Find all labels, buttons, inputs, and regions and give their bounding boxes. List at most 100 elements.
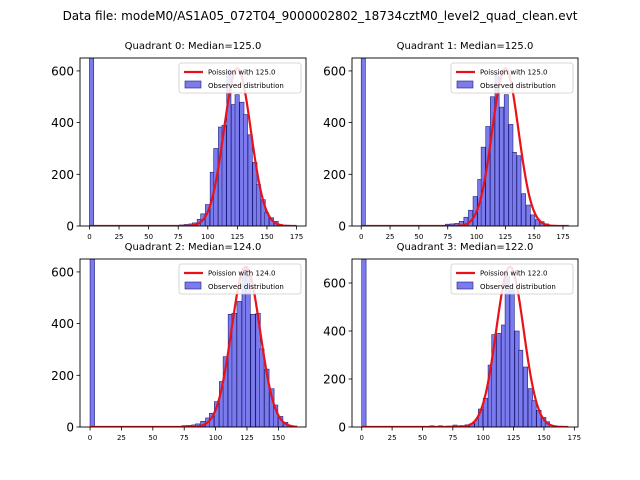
x-tick-label: 100	[477, 434, 490, 442]
y-tick-label: 200	[323, 168, 346, 182]
panel-title: Quadrant 3: Median=122.0	[397, 242, 534, 253]
histogram-bar	[89, 259, 95, 427]
legend-box	[178, 62, 302, 94]
legend-bar-label: Observed distribution	[208, 82, 284, 90]
x-tick-label: 0	[359, 233, 363, 241]
legend-bar-swatch	[184, 80, 202, 89]
x-tick-label: 150	[527, 233, 540, 241]
plot-area	[89, 58, 297, 226]
legend-box	[450, 263, 574, 295]
chart-panel-3: Quadrant 3: Median=122.0 0 25 50 75 100 125 150…	[323, 242, 581, 442]
legend-curve-label: Poission with 125.0	[480, 69, 548, 77]
x-tick-label: 25	[388, 434, 397, 442]
y-tick-label: 600	[323, 277, 346, 291]
x-tick-label: 150	[272, 434, 285, 442]
y-tick-label: 0	[338, 421, 346, 435]
panel-title: Quadrant 1: Median=125.0	[397, 41, 534, 52]
y-tick-label: 400	[51, 317, 74, 331]
y-tick-label: 0	[338, 220, 346, 234]
x-tick-label: 25	[117, 434, 126, 442]
x-tick-label: 50	[144, 233, 153, 241]
x-tick-label: 125	[231, 233, 244, 241]
x-tick-label: 50	[414, 233, 423, 241]
histogram-bar	[234, 94, 240, 226]
histogram-bar	[259, 348, 265, 427]
x-tick-label: 175	[290, 233, 303, 241]
plot-area	[360, 58, 569, 226]
panel-title: Quadrant 0: Median=125.0	[125, 41, 262, 52]
x-tick-label: 100	[201, 233, 214, 241]
legend-bar-label: Observed distribution	[480, 82, 556, 90]
histogram-bar	[250, 314, 256, 427]
legend-box	[178, 263, 302, 295]
histogram-bar	[511, 152, 517, 226]
histogram-bar	[245, 276, 251, 427]
histogram-bar	[530, 214, 536, 226]
x-tick-label: 0	[88, 434, 92, 442]
legend-curve-label: Poission with 125.0	[208, 69, 276, 77]
y-tick-label: 600	[323, 64, 346, 78]
y-tick-label: 400	[323, 325, 346, 339]
x-tick-label: 25	[115, 233, 124, 241]
legend-bar-swatch	[456, 281, 474, 290]
legend-bar-label: Observed distribution	[208, 283, 284, 291]
x-tick-label: 50	[148, 434, 157, 442]
histogram-bar	[361, 259, 367, 427]
axes-frame	[79, 258, 307, 428]
y-tick-label: 0	[66, 421, 74, 435]
histogram-bar	[360, 58, 366, 226]
legend-bar-swatch	[456, 80, 474, 89]
x-tick-label: 75	[443, 233, 452, 241]
histogram-bar	[503, 94, 509, 226]
histogram-bar	[89, 58, 95, 226]
x-tick-label: 150	[537, 434, 550, 442]
histogram-bar	[236, 301, 242, 427]
x-tick-label: 0	[359, 434, 363, 442]
histogram-bar	[504, 275, 510, 427]
x-tick-label: 125	[499, 233, 512, 241]
axes-frame	[79, 57, 307, 227]
legend-bar-swatch	[184, 281, 202, 290]
legend-box	[450, 62, 574, 94]
histogram-bar	[531, 400, 537, 427]
x-tick-label: 125	[240, 434, 253, 442]
histogram-bar	[491, 334, 497, 427]
panels: Quadrant 0: Median=125.0 0 25 50 75 100 125 150…	[51, 41, 581, 442]
x-tick-label: 100	[209, 434, 222, 442]
x-tick-label: 125	[507, 434, 520, 442]
histogram-bar	[490, 96, 495, 226]
histogram-bar	[463, 216, 469, 226]
histogram-bar	[496, 333, 502, 427]
x-tick-label: 75	[180, 434, 189, 442]
plot-area	[361, 259, 569, 427]
histogram-bar	[509, 289, 515, 427]
histogram-bar	[231, 312, 237, 427]
x-tick-label: 50	[418, 434, 427, 442]
y-tick-label: 600	[51, 64, 74, 78]
x-tick-label: 150	[260, 233, 273, 241]
y-tick-label: 0	[66, 220, 74, 234]
histogram-bar	[523, 366, 528, 427]
histogram-bar	[516, 155, 522, 226]
chart-panel-0: Quadrant 0: Median=125.0 0 25 50 75 100 125 150…	[51, 41, 307, 241]
poisson-curve	[361, 67, 569, 226]
figure-title: Data file: modeM0/AS1A05_072T04_90000028…	[63, 9, 578, 23]
x-tick-label: 100	[470, 233, 483, 241]
x-tick-label: 75	[448, 434, 457, 442]
chart-panel-1: Quadrant 1: Median=125.0 0 25 50 75 100 125 150…	[323, 41, 579, 241]
histogram-bar	[521, 193, 526, 226]
x-tick-label: 75	[174, 233, 183, 241]
y-tick-label: 200	[51, 168, 74, 182]
poisson-curve	[89, 67, 297, 226]
histogram-bar	[518, 349, 524, 427]
legend-bar-label: Observed distribution	[480, 283, 556, 291]
histogram-bar	[525, 204, 531, 226]
legend-curve-label: Poission with 122.0	[480, 270, 548, 278]
y-tick-label: 200	[51, 369, 74, 383]
y-tick-label: 400	[51, 116, 74, 130]
panel-title: Quadrant 2: Median=124.0	[125, 242, 262, 253]
histogram-bar	[242, 114, 248, 226]
y-tick-label: 200	[323, 373, 346, 387]
histogram-bar	[499, 106, 505, 226]
